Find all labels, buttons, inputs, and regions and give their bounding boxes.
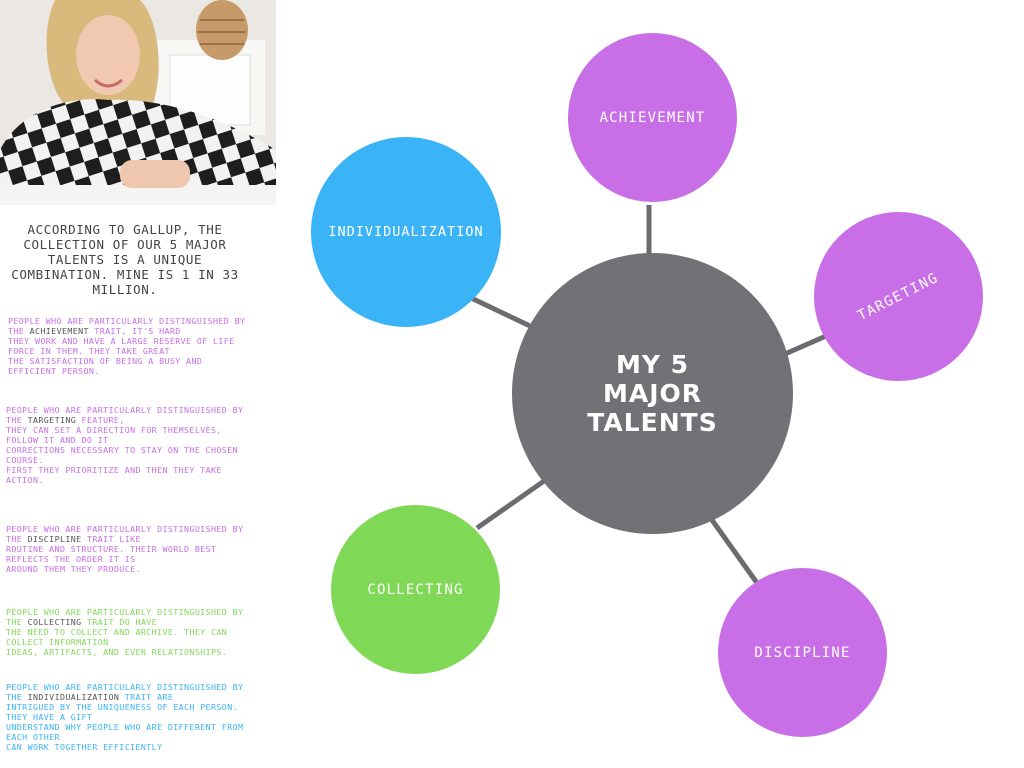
- para-text: TRAIT LIKE ROUTINE AND STRUCTURE. THEIR …: [6, 534, 217, 574]
- node-collecting: COLLECTING: [331, 505, 500, 674]
- profile-photo: [0, 0, 276, 205]
- discipline-description: PEOPLE WHO ARE PARTICULARLY DISTINGUISHE…: [6, 524, 271, 574]
- para-text: FEATURE, THEY CAN SET A DIRECTION FOR TH…: [6, 415, 238, 485]
- para-keyword: INDIVIDUALIZATION: [27, 692, 120, 702]
- node-label: DISCIPLINE: [754, 644, 851, 661]
- node-individualization: INDIVIDUALIZATION: [311, 137, 501, 327]
- center-label: MY 5 MAJOR TALENTS: [587, 350, 718, 437]
- para-keyword: TARGETING: [27, 415, 77, 425]
- collecting-description: PEOPLE WHO ARE PARTICULARLY DISTINGUISHE…: [6, 607, 271, 657]
- intro-text: ACCORDING TO GALLUP, THE COLLECTION OF O…: [11, 222, 239, 297]
- para-text: TRAIT, IT'S HARD THEY WORK AND HAVE A LA…: [8, 326, 235, 376]
- center-node: MY 5 MAJOR TALENTS: [512, 253, 793, 534]
- para-text: PEOPLE WHO ARE PARTICULARLY DISTINGUISHE…: [6, 405, 244, 425]
- node-achievement: ACHIEVEMENT: [568, 33, 737, 202]
- para-keyword: ACHIEVEMENT: [29, 326, 89, 336]
- para-keyword: COLLECTING: [27, 617, 82, 627]
- para-text: PEOPLE WHO ARE PARTICULARLY DISTINGUISHE…: [6, 524, 244, 544]
- targeting-description: PEOPLE WHO ARE PARTICULARLY DISTINGUISHE…: [6, 405, 271, 485]
- para-text: PEOPLE WHO ARE PARTICULARLY DISTINGUISHE…: [8, 316, 246, 336]
- connector-targeting: [783, 333, 828, 357]
- node-label: INDIVIDUALIZATION: [328, 224, 484, 240]
- node-label: ACHIEVEMENT: [599, 109, 706, 126]
- node-targeting: TARGETING: [814, 212, 983, 381]
- individualization-description: PEOPLE WHO ARE PARTICULARLY DISTINGUISHE…: [6, 682, 271, 752]
- portrait-image: [0, 0, 276, 205]
- para-text: PEOPLE WHO ARE PARTICULARLY DISTINGUISHE…: [6, 607, 244, 627]
- para-text: TRAIT DO HAVE THE NEED TO COLLECT AND AR…: [6, 617, 228, 657]
- para-text: PEOPLE WHO ARE PARTICULARLY DISTINGUISHE…: [6, 682, 244, 702]
- connector-individualization: [463, 292, 532, 329]
- para-keyword: DISCIPLINE: [27, 534, 82, 544]
- achievement-description: PEOPLE WHO ARE PARTICULARLY DISTINGUISHE…: [8, 316, 273, 376]
- node-label: TARGETING: [855, 269, 942, 324]
- connector-discipline: [709, 518, 760, 585]
- node-discipline: DISCIPLINE: [718, 568, 887, 737]
- node-label: COLLECTING: [367, 581, 464, 598]
- connector-collecting: [475, 478, 546, 531]
- para-text: TRAIT ARE INTRIGUED BY THE UNIQUENESS OF…: [6, 692, 244, 752]
